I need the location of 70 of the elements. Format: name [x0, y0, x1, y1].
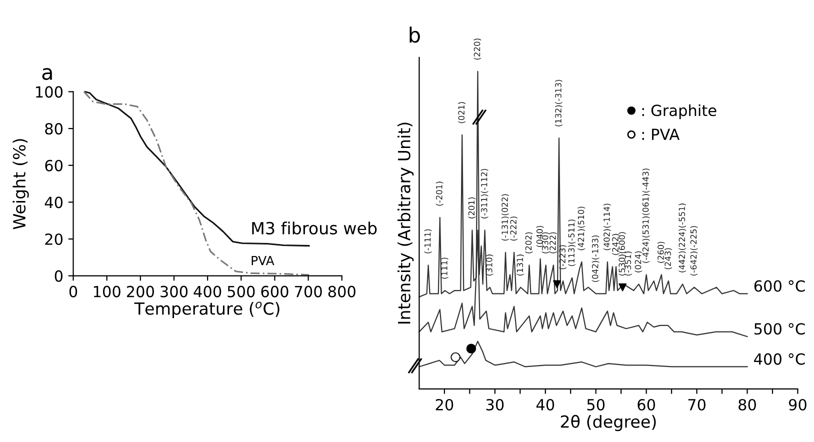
chart-title: b [410, 26, 420, 43]
x-tick-label: 500 [228, 286, 255, 298]
annotation: (-311)(-112) [480, 168, 488, 218]
point [450, 352, 460, 362]
x-tick-label: 400 [194, 286, 222, 298]
y-tick-label: 40 [44, 196, 63, 208]
annotation: (421)(510) [578, 206, 586, 250]
annotation: (131) [516, 254, 524, 276]
legend-label: : PVA [642, 128, 680, 140]
annotation: (-223) [559, 245, 566, 270]
annotation: (222) [549, 232, 557, 254]
annotation: (-642)(-225) [690, 226, 698, 276]
series-label: 400 °C [754, 353, 805, 365]
y-tick-label: 80 [45, 123, 63, 135]
x-tick-label: 80 [738, 398, 756, 411]
annotation: (042)(-133) [592, 235, 600, 282]
x-tick-label: 30 [486, 398, 504, 411]
annotation: (021) [458, 102, 466, 124]
x-tick-label: 600 [261, 286, 288, 298]
x-axis-title: 2θ (degree) [560, 414, 656, 432]
annotation: (040) [536, 226, 544, 247]
annotation: (402)(-114) [603, 204, 611, 250]
annotation: (442)(224)(-551) [678, 204, 686, 272]
series-label: 600 °C [754, 280, 805, 292]
annotation: (-131)(022) [501, 194, 509, 241]
annotation: (-222) [510, 216, 518, 241]
point [553, 280, 561, 288]
y-tick-label: 0 [54, 270, 63, 282]
annotation: (-424)(531)(061)(-443) [642, 168, 650, 263]
annotation: (530)(600) [618, 232, 626, 276]
chart-title: a [42, 68, 52, 80]
annotation: (220) [474, 38, 482, 60]
x-tick-label: 100 [94, 286, 120, 298]
x-tick-label: 300 [160, 286, 188, 298]
x-tick-label: 20 [436, 398, 454, 411]
y-tick-label: 20 [45, 233, 63, 246]
annotation: (-111) [424, 229, 432, 254]
point [618, 283, 627, 292]
annotation: (330) [542, 232, 550, 254]
x-tick-label: 50 [587, 398, 605, 411]
x-tick-label: 60 [638, 398, 656, 411]
point [466, 344, 476, 354]
x-tick-label: 40 [536, 398, 554, 411]
annotation: (202) [525, 232, 533, 254]
annotation: (132)(-313) [554, 80, 562, 126]
annotation: (113)(-511) [568, 220, 576, 266]
y-tick-label: 60 [45, 160, 63, 172]
annotation: (-351) [624, 252, 632, 276]
legend-label: : Graphite [642, 104, 716, 120]
series-label: M3 fibrous web [252, 222, 377, 234]
annotation: (024) [634, 251, 642, 272]
y-tick-label: 100 [36, 86, 63, 98]
annotation: (260) [657, 242, 665, 263]
x-tick-label: 0 [69, 286, 78, 298]
x-tick-label: 90 [788, 398, 806, 411]
x-tick-label: 70 [688, 398, 706, 411]
x-tick-label: 700 [294, 286, 322, 298]
y-axis-title: Weight (%) [12, 139, 29, 230]
x-tick-label: 800 [328, 286, 356, 298]
annotation: (310) [486, 254, 494, 276]
annotation: (-201) [436, 182, 444, 206]
series-label: PVA [252, 256, 274, 266]
annotation: (201) [468, 197, 476, 218]
series-label: 500 °C [754, 323, 805, 335]
annotation: (242) [612, 234, 620, 255]
x-tick-label: 200 [126, 286, 154, 298]
annotation: (243) [664, 248, 672, 270]
y-axis-title: Intensity (Arbitrary Unit) [398, 122, 414, 324]
x-axis-title: Temperature ($^{o}$C) [134, 302, 280, 318]
annotation: (111) [440, 258, 448, 279]
